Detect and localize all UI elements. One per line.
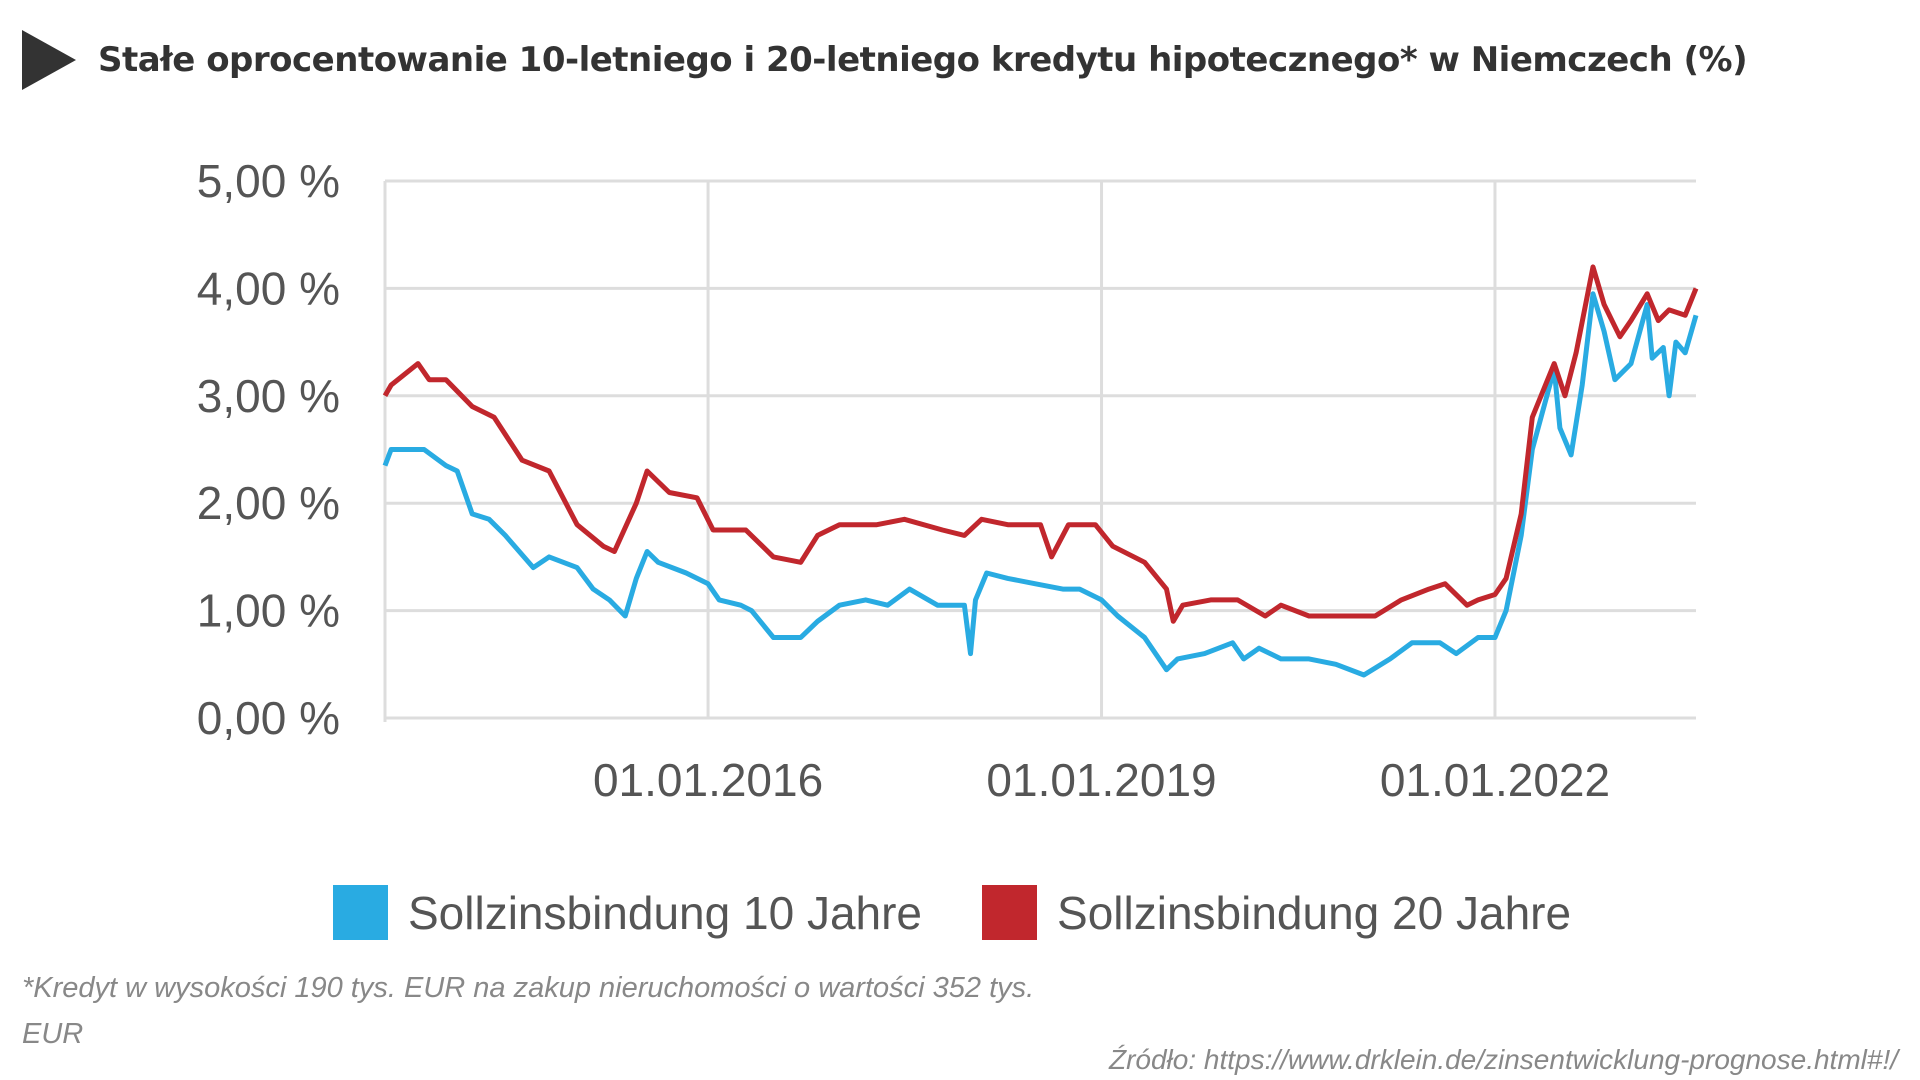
y-tick-label: 5,00 % [197, 155, 340, 207]
y-tick-label: 2,00 % [197, 477, 340, 529]
title-row: Stałe oprocentowanie 10-letniego i 20-le… [22, 30, 1748, 90]
legend-item-20y[interactable]: Sollzinsbindung 20 Jahre [982, 885, 1571, 940]
page-title: Stałe oprocentowanie 10-letniego i 20-le… [98, 40, 1748, 80]
footnote-line-2: EUR [22, 1018, 84, 1050]
source-note: Źródło: https://www.drklein.de/zinsentwi… [1108, 1044, 1898, 1075]
x-tick-label: 01.01.2019 [986, 754, 1216, 806]
legend-swatch-10y [333, 885, 388, 940]
legend-item-10y[interactable]: Sollzinsbindung 10 Jahre [333, 885, 922, 940]
x-tick-label: 01.01.2022 [1380, 754, 1610, 806]
legend: Sollzinsbindung 10 Jahre Sollzinsbindung… [333, 885, 1631, 940]
line-chart: 0,00 % 1,00 % 2,00 % 3,00 % 4,00 % 5,00 % 01.0… [197, 155, 1699, 806]
y-tick-label: 4,00 % [197, 262, 340, 314]
footnote-line-1: *Kredyt w wysokości 190 tys. EUR na zaku… [22, 972, 1035, 1004]
series-line-10y [382, 291, 1699, 678]
legend-label-20y: Sollzinsbindung 20 Jahre [1057, 886, 1572, 939]
legend-label-10y: Sollzinsbindung 10 Jahre [408, 886, 923, 939]
triangle-bullet-icon [22, 30, 76, 90]
series-line-20y [382, 264, 1699, 624]
y-tick-label: 3,00 % [197, 370, 340, 422]
legend-swatch-20y [982, 885, 1038, 940]
y-tick-label: 1,00 % [197, 585, 340, 637]
x-tick-label: 01.01.2016 [593, 754, 823, 806]
y-tick-label: 0,00 % [197, 692, 340, 744]
